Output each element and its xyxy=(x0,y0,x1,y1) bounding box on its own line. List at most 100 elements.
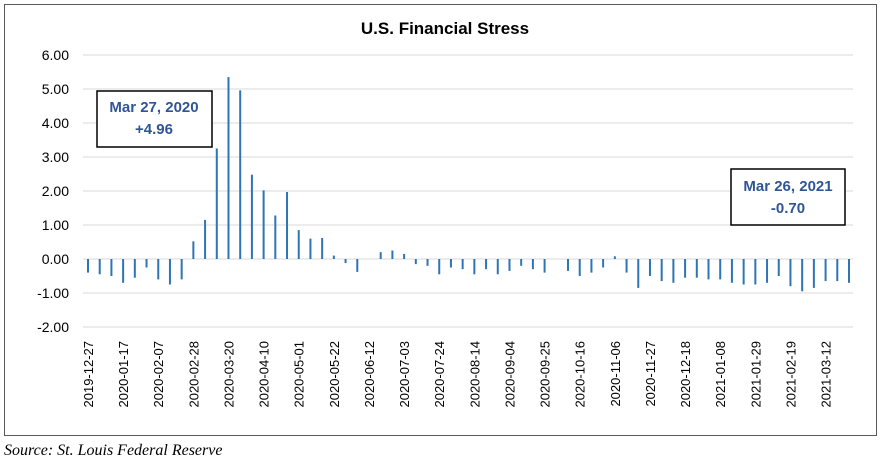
bar-2020-01-03 xyxy=(98,259,101,275)
bar-2020-04-10 xyxy=(262,190,265,259)
bar-2020-12-11 xyxy=(672,259,675,283)
bar-2020-09-18 xyxy=(531,259,534,270)
bar-2021-02-26 xyxy=(801,259,804,292)
x-tick-label: 2020-02-07 xyxy=(151,341,166,408)
x-tick-label: 2021-01-29 xyxy=(748,341,763,408)
y-tick-label: -2.00 xyxy=(37,319,69,335)
bar-2020-05-15 xyxy=(321,237,324,259)
bar-2020-03-06 xyxy=(204,219,207,259)
x-tick-label: 2020-06-12 xyxy=(362,341,377,408)
y-tick-label: 6.00 xyxy=(42,47,69,63)
bar-2020-01-17 xyxy=(122,259,125,283)
bar-2020-12-04 xyxy=(660,259,663,282)
x-tick-label: 2020-03-20 xyxy=(221,341,236,408)
bar-2020-04-03 xyxy=(250,174,253,259)
x-tick-label: 2020-07-03 xyxy=(397,341,412,408)
bar-2020-11-13 xyxy=(625,259,628,273)
bar-2020-08-21 xyxy=(485,259,488,270)
bar-2021-02-12 xyxy=(777,259,780,276)
bar-2020-10-23 xyxy=(590,259,593,273)
y-tick-label: 5.00 xyxy=(42,81,69,97)
bar-2020-05-29 xyxy=(344,259,347,264)
y-tick-label: 3.00 xyxy=(42,149,69,165)
bars xyxy=(87,77,850,292)
x-tick-label: 2020-09-04 xyxy=(502,341,517,408)
bar-2021-01-22 xyxy=(742,259,745,285)
bar-2020-03-27 xyxy=(239,90,242,259)
y-axis-ticks: 6.00 5.00 4.00 3.00 2.00 1.00 0.00 -1.00 -2.00 xyxy=(37,47,69,335)
x-tick-label: 2020-04-10 xyxy=(257,341,272,408)
bar-2020-07-31 xyxy=(449,259,452,268)
bar-2020-10-30 xyxy=(602,259,605,268)
x-tick-label: 2020-10-16 xyxy=(573,341,588,408)
bar-2020-07-10 xyxy=(414,259,417,265)
bar-2020-08-28 xyxy=(496,259,499,275)
bar-2021-01-15 xyxy=(730,259,733,283)
x-tick-label: 2020-12-18 xyxy=(678,341,693,408)
x-tick-label: 2021-01-08 xyxy=(713,341,728,408)
bar-2020-11-27 xyxy=(648,259,651,276)
x-tick-label: 2020-11-06 xyxy=(608,341,623,407)
x-tick-label: 2020-09-25 xyxy=(538,341,553,408)
bar-2020-02-07 xyxy=(157,259,160,280)
bar-2021-01-08 xyxy=(719,259,722,280)
bar-2020-05-22 xyxy=(332,255,335,259)
x-tick-label: 2020-05-01 xyxy=(292,341,307,408)
y-tick-label: 2.00 xyxy=(42,183,69,199)
x-tick-label: 2020-05-22 xyxy=(327,341,342,408)
bar-2020-02-21 xyxy=(180,259,183,280)
bar-2021-01-29 xyxy=(754,259,757,285)
bar-2019-12-27 xyxy=(87,259,89,273)
bar-2020-09-04 xyxy=(508,259,511,271)
bar-2021-03-05 xyxy=(812,259,815,288)
bar-2020-03-20 xyxy=(227,77,230,259)
bar-2020-11-06 xyxy=(613,256,616,259)
callout-mar-2020: Mar 27, 2020 +4.96 xyxy=(96,90,213,148)
bar-2020-09-25 xyxy=(543,259,546,273)
x-tick-label: 2020-01-17 xyxy=(116,341,131,408)
bar-2021-01-01 xyxy=(707,259,710,280)
chart-title: U.S. Financial Stress xyxy=(361,19,529,38)
x-tick-label: 2020-08-14 xyxy=(467,341,482,408)
bar-2020-03-13 xyxy=(215,148,218,259)
x-tick-label: 2020-11-27 xyxy=(643,341,658,407)
bar-2020-10-16 xyxy=(578,259,581,276)
y-tick-label: 0.00 xyxy=(42,251,69,267)
bar-2020-11-20 xyxy=(637,259,640,288)
bar-2020-01-24 xyxy=(133,259,136,278)
financial-stress-chart: U.S. Financial Stress 6.00 5.00 4.00 3.00 2.… xyxy=(37,19,853,408)
bar-2020-02-14 xyxy=(168,259,171,285)
bar-2020-06-26 xyxy=(391,250,394,259)
bar-2021-02-05 xyxy=(766,259,769,283)
source-note: Source: St. Louis Federal Reserve xyxy=(4,442,223,459)
callout-box-mar-2021 xyxy=(730,168,846,226)
bar-2021-03-26 xyxy=(848,259,850,283)
bar-2020-12-25 xyxy=(695,259,698,278)
callout-value-mar-2021: -0.70 xyxy=(771,200,805,217)
callout-date-mar-2021: Mar 26, 2021 xyxy=(743,178,832,195)
bar-2020-04-24 xyxy=(286,192,289,259)
callout-mar-2021: Mar 26, 2021 -0.70 xyxy=(730,168,846,226)
x-tick-label: 2021-03-12 xyxy=(819,341,834,408)
x-tick-label: 2020-07-24 xyxy=(432,341,447,408)
y-tick-label: 4.00 xyxy=(42,115,69,131)
bar-2020-01-31 xyxy=(145,259,148,268)
bar-2020-08-07 xyxy=(461,259,464,270)
bar-2020-04-17 xyxy=(274,215,277,259)
callout-value-mar-2020: +4.96 xyxy=(135,121,173,138)
x-tick-label: 2019-12-27 xyxy=(81,341,96,408)
bar-2020-12-18 xyxy=(684,259,687,278)
x-tick-label: 2021-02-19 xyxy=(783,341,798,408)
bar-2021-03-12 xyxy=(824,259,827,282)
bar-2020-08-14 xyxy=(473,259,476,275)
y-tick-label: -1.00 xyxy=(37,285,69,301)
bar-2020-06-05 xyxy=(356,259,359,272)
callout-box-mar-2020 xyxy=(96,90,213,148)
bar-2020-05-01 xyxy=(297,230,300,259)
y-tick-label: 1.00 xyxy=(42,217,69,233)
bar-2020-06-19 xyxy=(379,252,382,259)
bar-2021-02-19 xyxy=(789,259,792,287)
callout-date-mar-2020: Mar 27, 2020 xyxy=(109,99,198,116)
bar-2020-07-24 xyxy=(438,259,441,275)
bar-2020-01-10 xyxy=(110,259,113,276)
